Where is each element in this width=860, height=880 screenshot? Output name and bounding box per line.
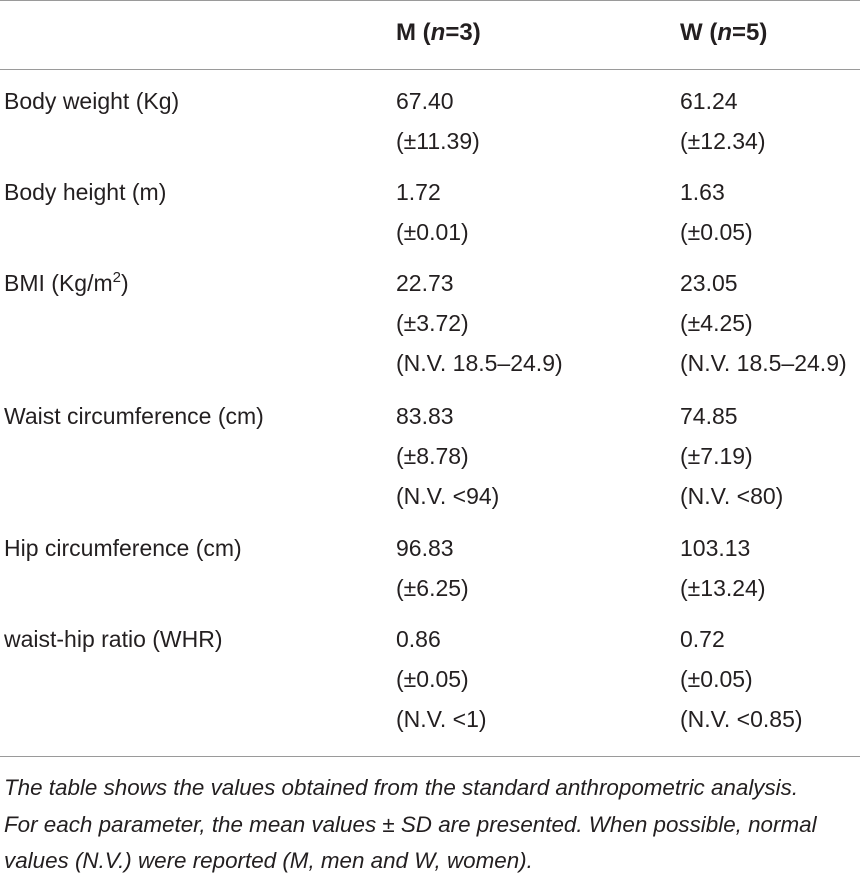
- cell-men-body-weight: 67.40 (±11.39): [396, 81, 480, 161]
- cell-value: 74.85: [680, 403, 738, 429]
- cell-sd: (±13.24): [680, 575, 766, 601]
- bmi-label-prefix: BMI (Kg/m: [4, 270, 113, 296]
- cell-normal-value: (N.V. <94): [396, 483, 500, 509]
- cell-women-hip-circumference: 103.13 (±13.24): [680, 528, 766, 608]
- cell-normal-value: (N.V. <0.85): [680, 706, 803, 732]
- cell-sd: (±12.34): [680, 128, 766, 154]
- header-rule: [0, 69, 860, 70]
- cell-sd: (±4.25): [680, 310, 753, 336]
- cell-sd: (±7.19): [680, 443, 753, 469]
- cell-value: 103.13: [680, 535, 751, 561]
- header-m-n-value: =3: [445, 19, 473, 46]
- cell-men-body-height: 1.72 (±0.01): [396, 172, 469, 252]
- header-m-letter: M: [396, 19, 416, 46]
- cell-normal-value: (N.V. 18.5–24.9): [680, 350, 847, 376]
- cell-men-hip-circumference: 96.83 (±6.25): [396, 528, 469, 608]
- cell-women-waist-hip-ratio: 0.72 (±0.05) (N.V. <0.85): [680, 619, 803, 739]
- cell-sd: (±3.72): [396, 310, 469, 336]
- cell-sd: (±0.01): [396, 219, 469, 245]
- cell-sd: (±6.25): [396, 575, 469, 601]
- cell-value: 61.24: [680, 88, 738, 114]
- header-w-n-value: =5: [732, 19, 760, 46]
- cell-value: 1.63: [680, 179, 725, 205]
- table-top-rule: [0, 0, 860, 1]
- cell-women-body-height: 1.63 (±0.05): [680, 172, 753, 252]
- cell-sd: (±8.78): [396, 443, 469, 469]
- cell-value: 67.40: [396, 88, 454, 114]
- row-label-bmi: BMI (Kg/m2): [4, 263, 129, 303]
- header-w-n-symbol: n: [717, 19, 732, 46]
- row-label-hip-circumference: Hip circumference (cm): [4, 535, 242, 561]
- column-header-women: W (n=5): [680, 19, 768, 46]
- row-label-waist-hip-ratio: waist-hip ratio (WHR): [4, 626, 223, 652]
- cell-sd: (±0.05): [396, 666, 469, 692]
- cell-value: 0.72: [680, 626, 725, 652]
- row-label-body-weight: Body weight (Kg): [4, 88, 180, 114]
- cell-women-waist-circumference: 74.85 (±7.19) (N.V. <80): [680, 396, 783, 516]
- footnote-line: The table shows the values obtained from…: [4, 775, 799, 800]
- bmi-label-superscript: 2: [112, 269, 121, 286]
- cell-normal-value: (N.V. <80): [680, 483, 784, 509]
- cell-men-waist-circumference: 83.83 (±8.78) (N.V. <94): [396, 396, 499, 516]
- cell-normal-value: (N.V. 18.5–24.9): [396, 350, 563, 376]
- cell-women-bmi: 23.05 (±4.25) (N.V. 18.5–24.9): [680, 263, 847, 383]
- cell-value: 1.72: [396, 179, 441, 205]
- row-label-waist-circumference: Waist circumference (cm): [4, 403, 264, 429]
- cell-value: 96.83: [396, 535, 454, 561]
- cell-value: 23.05: [680, 270, 738, 296]
- footnote-line: values (N.V.) were reported (M, men and …: [4, 848, 533, 873]
- table-bottom-rule: [0, 756, 860, 757]
- header-m-n-symbol: n: [430, 19, 446, 46]
- cell-sd: (±11.39): [396, 128, 480, 154]
- cell-normal-value: (N.V. <1): [396, 706, 487, 732]
- column-header-men: M (n=3): [396, 19, 481, 46]
- cell-women-body-weight: 61.24 (±12.34): [680, 81, 766, 161]
- bmi-label-suffix: ): [120, 270, 129, 296]
- cell-sd: (±0.05): [680, 666, 753, 692]
- cell-men-waist-hip-ratio: 0.86 (±0.05) (N.V. <1): [396, 619, 487, 739]
- table-footnote: The table shows the values obtained from…: [4, 770, 860, 880]
- cell-sd: (±0.05): [680, 219, 753, 245]
- header-w-letter: W: [680, 19, 703, 46]
- cell-value: 22.73: [396, 270, 454, 296]
- cell-men-bmi: 22.73 (±3.72) (N.V. 18.5–24.9): [396, 263, 563, 383]
- cell-value: 0.86: [396, 626, 441, 652]
- footnote-line: For each parameter, the mean values ± SD…: [4, 811, 817, 837]
- row-label-body-height: Body height (m): [4, 179, 167, 205]
- cell-value: 83.83: [396, 403, 454, 429]
